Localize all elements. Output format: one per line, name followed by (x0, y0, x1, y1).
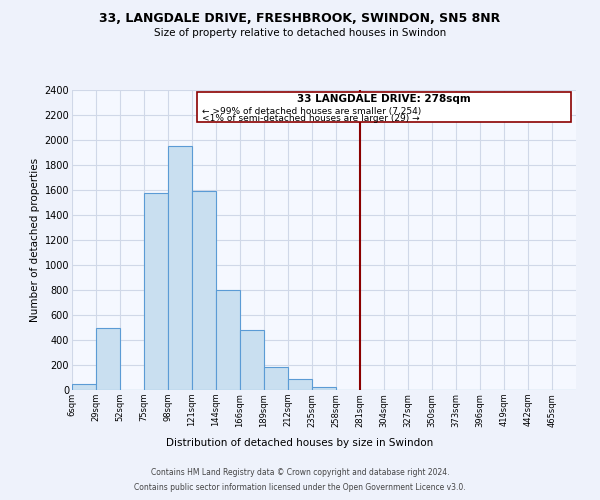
Bar (144, 192, 168, 390)
Text: 33, LANGDALE DRIVE, FRESHBROOK, SWINDON, SN5 8NR: 33, LANGDALE DRIVE, FRESHBROOK, SWINDON,… (100, 12, 500, 26)
FancyBboxPatch shape (197, 92, 571, 122)
Text: Distribution of detached houses by size in Swindon: Distribution of detached houses by size … (166, 438, 434, 448)
Y-axis label: Number of detached properties: Number of detached properties (31, 158, 40, 322)
Bar (192, 191, 216, 390)
Bar (264, 367, 288, 390)
Text: Size of property relative to detached houses in Swindon: Size of property relative to detached ho… (154, 28, 446, 38)
Text: ← >99% of detached houses are smaller (7,254): ← >99% of detached houses are smaller (7… (202, 108, 421, 116)
Bar (288, 379, 312, 390)
Bar (240, 330, 264, 390)
Bar (96, 328, 120, 390)
Bar (312, 387, 336, 390)
Text: Contains HM Land Registry data © Crown copyright and database right 2024.: Contains HM Land Registry data © Crown c… (151, 468, 449, 477)
Bar (216, 290, 240, 390)
Text: 33 LANGDALE DRIVE: 278sqm: 33 LANGDALE DRIVE: 278sqm (297, 94, 471, 104)
Bar (72, 384, 96, 390)
Text: <1% of semi-detached houses are larger (29) →: <1% of semi-detached houses are larger (… (202, 114, 419, 123)
Bar (168, 146, 192, 390)
Text: Contains public sector information licensed under the Open Government Licence v3: Contains public sector information licen… (134, 483, 466, 492)
